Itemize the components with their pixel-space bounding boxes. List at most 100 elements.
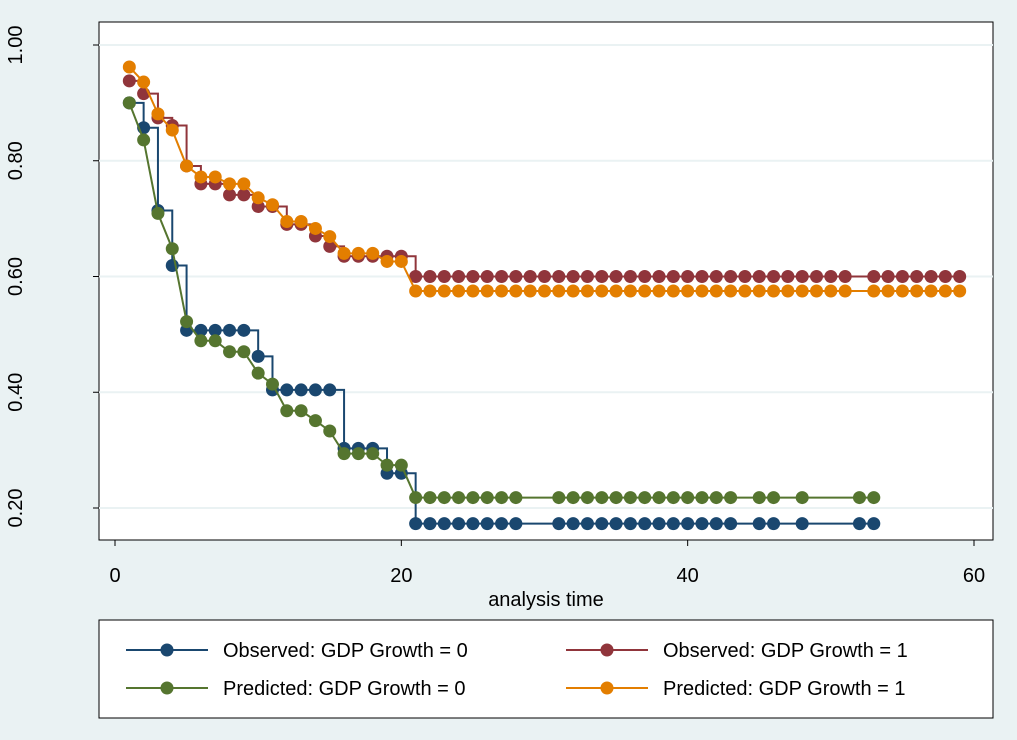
data-point bbox=[495, 284, 509, 298]
data-point bbox=[709, 270, 723, 283]
data-point bbox=[208, 334, 222, 348]
data-point bbox=[724, 517, 738, 531]
data-point bbox=[337, 246, 351, 260]
data-point bbox=[623, 284, 637, 298]
data-point bbox=[337, 447, 351, 461]
data-point bbox=[437, 491, 451, 505]
data-point bbox=[437, 270, 451, 283]
data-point bbox=[452, 284, 466, 298]
series-4 bbox=[122, 60, 967, 298]
data-point bbox=[924, 270, 938, 283]
data-point bbox=[251, 349, 265, 363]
data-point bbox=[294, 404, 308, 418]
data-point bbox=[695, 284, 709, 298]
data-point bbox=[580, 270, 594, 283]
data-point bbox=[452, 270, 466, 283]
data-point bbox=[223, 345, 237, 359]
series-3 bbox=[122, 96, 881, 505]
data-point bbox=[638, 491, 652, 505]
data-point bbox=[165, 242, 179, 256]
data-point bbox=[223, 177, 237, 191]
data-point bbox=[480, 270, 494, 283]
data-point bbox=[938, 284, 952, 298]
data-point bbox=[265, 198, 279, 212]
data-point bbox=[323, 424, 337, 438]
data-point bbox=[695, 270, 709, 283]
data-point bbox=[495, 270, 509, 283]
data-point bbox=[194, 334, 208, 348]
x-tick-label: 40 bbox=[677, 565, 699, 587]
data-point bbox=[509, 491, 523, 505]
data-point bbox=[194, 170, 208, 184]
data-point bbox=[638, 517, 652, 531]
data-point bbox=[423, 270, 437, 283]
data-point bbox=[781, 284, 795, 298]
data-point bbox=[380, 254, 394, 268]
legend-box bbox=[98, 619, 994, 719]
data-point bbox=[237, 188, 251, 202]
data-point bbox=[280, 404, 294, 418]
data-point bbox=[795, 491, 809, 505]
data-point bbox=[137, 75, 151, 89]
data-point bbox=[394, 458, 408, 472]
data-point bbox=[767, 270, 781, 283]
data-point bbox=[824, 270, 838, 283]
data-point bbox=[409, 491, 423, 505]
x-tick-label: 0 bbox=[109, 565, 120, 587]
data-point bbox=[709, 284, 723, 298]
data-point bbox=[623, 270, 637, 283]
legend-item-2: Observed: GDP Growth = 1 bbox=[566, 640, 908, 662]
x-tick-label: 60 bbox=[963, 565, 985, 587]
data-point bbox=[867, 517, 881, 531]
data-point bbox=[294, 383, 308, 397]
data-point bbox=[552, 270, 566, 283]
data-point bbox=[280, 215, 294, 229]
data-point bbox=[609, 491, 623, 505]
data-point bbox=[409, 284, 423, 298]
data-point bbox=[437, 284, 451, 298]
series-layer bbox=[122, 60, 967, 531]
data-point bbox=[652, 284, 666, 298]
data-point bbox=[151, 206, 165, 220]
data-point bbox=[566, 517, 580, 531]
data-point bbox=[595, 284, 609, 298]
data-point bbox=[308, 221, 322, 235]
data-point bbox=[580, 284, 594, 298]
data-point bbox=[366, 246, 380, 260]
data-point bbox=[881, 284, 895, 298]
data-point bbox=[752, 517, 766, 531]
data-point bbox=[580, 517, 594, 531]
data-point bbox=[595, 517, 609, 531]
data-point bbox=[738, 284, 752, 298]
y-tick-label: 0.20 bbox=[5, 489, 27, 528]
data-point bbox=[767, 517, 781, 531]
grid-lines bbox=[99, 44, 993, 509]
data-point bbox=[423, 517, 437, 531]
legend-marker bbox=[160, 681, 174, 695]
data-point bbox=[122, 96, 136, 110]
legend-label: Predicted: GDP Growth = 1 bbox=[663, 678, 906, 700]
data-point bbox=[938, 270, 952, 283]
data-point bbox=[480, 284, 494, 298]
y-tick-label: 0.60 bbox=[5, 257, 27, 296]
data-point bbox=[394, 254, 408, 268]
data-point bbox=[151, 107, 165, 121]
data-point bbox=[495, 517, 509, 531]
data-point bbox=[409, 517, 423, 531]
data-point bbox=[180, 315, 194, 329]
data-point bbox=[852, 491, 866, 505]
data-point bbox=[323, 230, 337, 244]
data-point bbox=[623, 491, 637, 505]
data-point bbox=[308, 414, 322, 428]
data-point bbox=[852, 517, 866, 531]
data-point bbox=[652, 270, 666, 283]
data-point bbox=[194, 323, 208, 337]
data-point bbox=[652, 517, 666, 531]
data-point bbox=[251, 366, 265, 380]
data-point bbox=[380, 458, 394, 472]
data-point bbox=[752, 491, 766, 505]
data-point bbox=[566, 270, 580, 283]
data-point bbox=[423, 284, 437, 298]
y-tick-label: 0.40 bbox=[5, 373, 27, 412]
